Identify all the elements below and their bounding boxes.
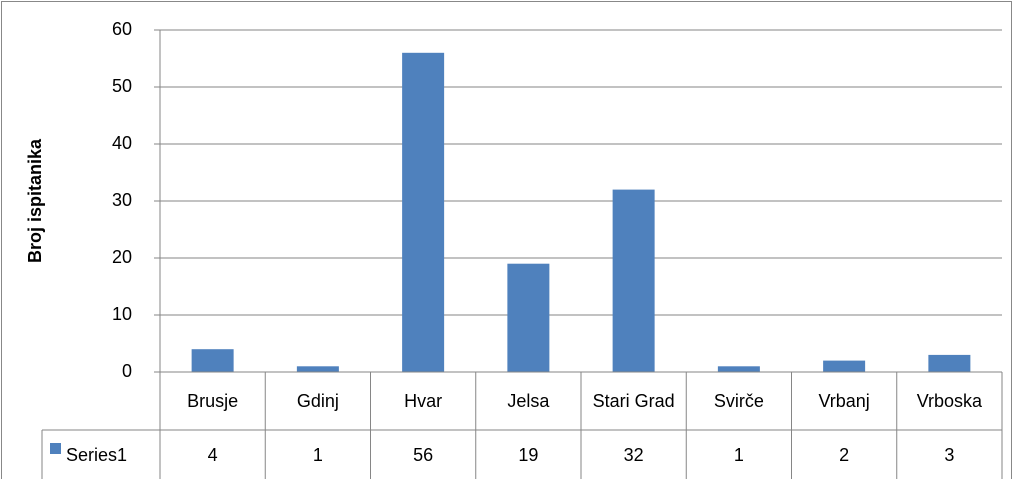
table-value: 56: [413, 444, 434, 465]
y-tick-label: 50: [112, 76, 132, 96]
table-value: 3: [944, 444, 955, 465]
y-tick-label: 0: [122, 361, 132, 381]
table-value: 19: [518, 444, 539, 465]
bar: [928, 354, 971, 372]
bar: [296, 366, 339, 372]
table-value: 1: [312, 444, 323, 465]
category-label: Vrboska: [916, 391, 983, 411]
y-axis-label: Broj ispitanika: [25, 138, 45, 263]
category-label: Jelsa: [507, 391, 550, 411]
bar: [402, 52, 445, 373]
bar: [717, 366, 760, 372]
y-tick-label: 60: [112, 19, 132, 39]
bar: [507, 263, 550, 372]
table-value: 1: [733, 444, 744, 465]
bar: [823, 360, 866, 372]
category-label: Vrbanj: [818, 391, 870, 411]
category-label: Gdinj: [296, 391, 339, 411]
y-tick-label: 20: [112, 247, 132, 267]
table-value: 32: [623, 444, 644, 465]
category-label: Stari Grad: [592, 391, 675, 411]
category-label: Hvar: [404, 391, 443, 411]
y-tick-label: 40: [112, 133, 132, 153]
table-value: 2: [839, 444, 850, 465]
category-label: Brusje: [187, 391, 239, 411]
legend-label: Series1: [66, 444, 128, 465]
legend-swatch: [50, 443, 61, 454]
y-tick-label: 30: [112, 190, 132, 210]
category-label: Svirče: [713, 391, 764, 411]
y-tick-label: 10: [112, 304, 132, 324]
table-value: 4: [207, 444, 218, 465]
bar: [191, 349, 234, 372]
bar: [612, 189, 655, 372]
